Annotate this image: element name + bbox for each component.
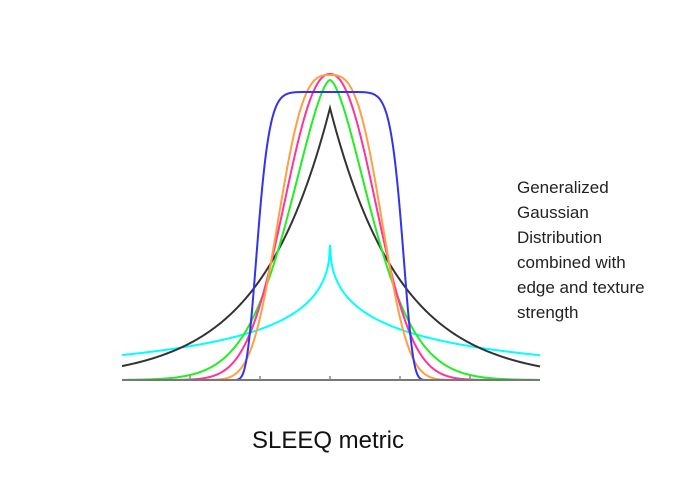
curve bbox=[121, 78, 541, 381]
annotation-line: edge and texture bbox=[517, 278, 645, 297]
curve bbox=[122, 74, 540, 381]
ticks bbox=[189, 376, 471, 380]
annotation: Generalized Gaussian Distribution combined … bbox=[517, 178, 645, 322]
annotation-line: Generalized bbox=[517, 178, 609, 197]
caption: SLEEQ metric bbox=[252, 427, 404, 454]
annotation-line: Gaussian bbox=[517, 203, 589, 222]
curve bbox=[122, 91, 540, 381]
annotation-line: Distribution bbox=[517, 228, 602, 247]
annotation-line: strength bbox=[517, 303, 578, 322]
curves bbox=[121, 72, 541, 381]
curve bbox=[122, 72, 540, 381]
annotation-line: combined with bbox=[517, 253, 626, 272]
curve bbox=[121, 244, 541, 357]
curve bbox=[121, 104, 541, 368]
